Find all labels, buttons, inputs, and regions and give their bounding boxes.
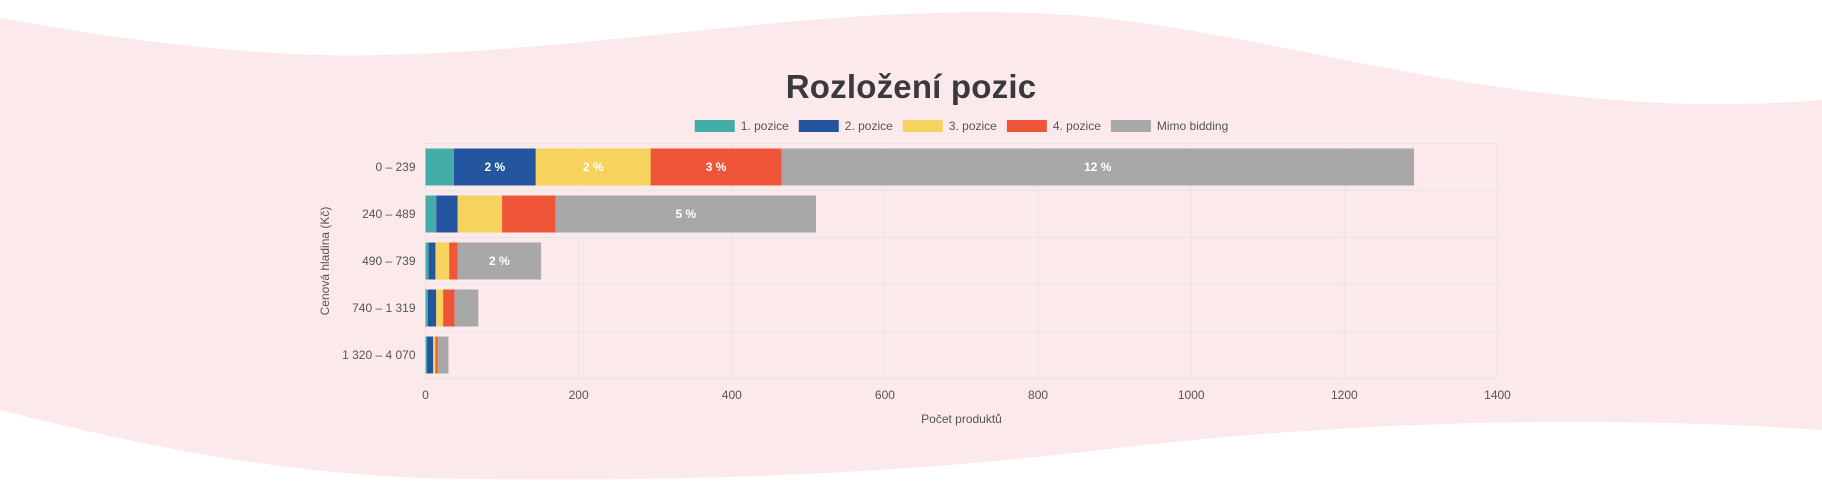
legend: 1. pozice 2. pozice 3. pozice 4. pozice Mimo… <box>694 119 1228 133</box>
bar-segment <box>502 195 556 233</box>
legend-label: Mimo bidding <box>1157 119 1228 133</box>
legend-swatch <box>1006 120 1047 132</box>
data-label: 2 % <box>583 160 604 174</box>
category-label: 0 – 239 <box>375 160 415 174</box>
x-tick-label: 0 <box>422 388 429 402</box>
bar-segment <box>427 336 434 374</box>
x-tick-label: 800 <box>1028 388 1048 402</box>
bar-segment <box>555 195 817 233</box>
legend-label: 3. pozice <box>949 119 997 133</box>
x-tick-label: 1000 <box>1178 388 1205 402</box>
bar-segment <box>437 336 449 374</box>
bar-segment <box>425 289 428 327</box>
bar-segment <box>535 148 651 186</box>
x-tick-label: 400 <box>722 388 742 402</box>
bar-segment <box>443 289 455 327</box>
data-labels: 2 % 2 % 3 % 12 % 5 % 2 % <box>484 160 1111 268</box>
bar-segment <box>425 336 428 374</box>
bar-segment <box>781 148 1415 186</box>
bar-segment <box>433 336 436 374</box>
legend-label: 1. pozice <box>741 119 789 133</box>
x-tick-labels: 0 200 400 600 800 1000 1200 1400 <box>422 388 1511 402</box>
bar-segment <box>436 289 444 327</box>
data-label: 5 % <box>675 207 696 221</box>
bar-segment <box>449 242 458 280</box>
legend-label: 2. pozice <box>845 119 893 133</box>
data-label: 3 % <box>706 160 727 174</box>
bar-segment <box>453 148 536 186</box>
data-label: 12 % <box>1084 160 1112 174</box>
x-tick-label: 1400 <box>1484 388 1511 402</box>
background-wave-shape <box>0 12 1822 480</box>
data-label: 2 % <box>489 254 510 268</box>
bar-segment <box>427 289 437 327</box>
legend-label: 4. pozice <box>1053 119 1101 133</box>
bar-segment <box>454 289 479 327</box>
bar-segment <box>457 242 542 280</box>
category-label: 1 320 – 4 070 <box>342 348 416 362</box>
legend-swatch <box>694 120 735 132</box>
bar-segment <box>435 336 438 374</box>
bar-segment <box>457 195 503 233</box>
bar-segment <box>425 148 454 186</box>
bar-segment <box>428 242 436 280</box>
bar-segment <box>650 148 782 186</box>
data-label: 2 % <box>484 160 505 174</box>
x-axis-title: Počet produktů <box>921 412 1002 426</box>
y-axis-title: Cenová hladina (Kč) <box>318 207 332 316</box>
category-label: 240 – 489 <box>362 207 416 221</box>
bars <box>425 148 1415 374</box>
bar-segment <box>425 195 437 233</box>
category-label: 490 – 739 <box>362 254 416 268</box>
bar-segment <box>435 242 450 280</box>
category-labels: 0 – 239 240 – 489 490 – 739 740 – 1 319 1 32… <box>342 160 416 362</box>
x-tick-label: 600 <box>875 388 895 402</box>
x-tick-label: 1200 <box>1331 388 1358 402</box>
bar-segment <box>436 195 458 233</box>
bar-segment <box>425 242 429 280</box>
chart-title: Rozložení pozic <box>785 68 1037 105</box>
legend-swatch <box>1110 120 1151 132</box>
x-tick-label: 200 <box>569 388 589 402</box>
legend-swatch <box>798 120 839 132</box>
legend-swatch <box>902 120 943 132</box>
category-label: 740 – 1 319 <box>352 301 416 315</box>
